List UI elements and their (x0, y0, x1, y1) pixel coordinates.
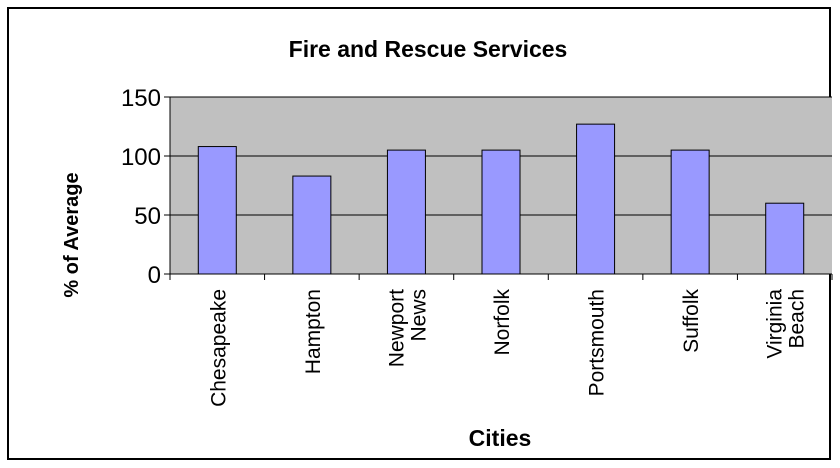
bar (197, 146, 237, 275)
x-tick-label: Hampton (302, 289, 325, 374)
y-tick-label: 50 (134, 203, 161, 230)
y-axis-title: % of Average (61, 172, 83, 297)
bar (576, 123, 616, 275)
y-axis-ticks: 0 50 100 150 (121, 85, 170, 289)
x-tick-label: Norfolk (491, 289, 514, 356)
bar (670, 149, 710, 275)
x-tick-label: Suffolk (680, 289, 703, 353)
chart-title: Fire and Rescue Services (289, 36, 568, 62)
y-tick-label: 150 (121, 85, 161, 112)
x-tick-label: News (407, 289, 430, 342)
x-tick-label: Beach (786, 289, 809, 349)
x-tick-label: Virginia (764, 289, 787, 359)
x-tick-label: Portsmouth (586, 289, 609, 396)
bars (197, 123, 805, 275)
bar (481, 149, 521, 275)
bar (386, 149, 426, 275)
y-tick-label: 100 (121, 144, 161, 171)
x-tick-label: Chesapeake (207, 289, 230, 407)
x-tick-label: Newport (385, 289, 408, 367)
bar (292, 175, 332, 275)
x-axis-labels: Chesapeake Hampton Newport News Norfolk Ports… (207, 289, 808, 407)
x-axis-title: Cities (469, 425, 532, 451)
bar (765, 202, 805, 275)
y-tick-label: 0 (148, 262, 161, 289)
x-axis-ticks (169, 274, 833, 280)
